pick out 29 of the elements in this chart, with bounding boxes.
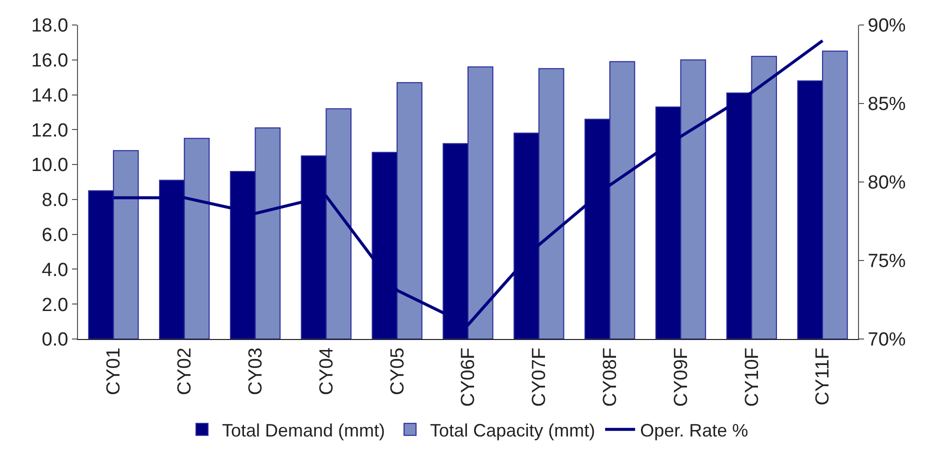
x-tick-label: CY05	[387, 348, 408, 396]
y-tick-label: 18.0	[31, 16, 68, 37]
x-tick-label: CY10F	[742, 348, 763, 407]
x-tick-label: CY07F	[529, 348, 550, 407]
y2-tick-label: 85%	[868, 94, 906, 116]
y2-tick-label: 90%	[868, 16, 906, 37]
y-tick-label: 12.0	[31, 120, 68, 142]
x-tick-label: CY09F	[670, 348, 692, 407]
x-tick-label: CY01	[104, 348, 125, 396]
y-tick-label: 16.0	[31, 50, 68, 72]
x-tick-label: CY02	[174, 348, 196, 396]
y2-tick-label: 80%	[868, 172, 906, 194]
y-tick-label: 10.0	[31, 155, 68, 176]
y-tick-label: 14.0	[31, 85, 68, 106]
y2-tick-label: 75%	[868, 251, 906, 272]
x-tick-label: CY08F	[600, 348, 621, 407]
y-tick-label: 0.0	[42, 330, 68, 351]
legend-label: Total Capacity (mmt)	[430, 420, 596, 440]
legend-label: Total Demand (mmt)	[222, 420, 386, 440]
y2-tick-label: 70%	[868, 330, 906, 351]
legend-label: Oper. Rate %	[640, 420, 748, 440]
y-tick-label: 2.0	[42, 294, 68, 316]
x-tick-label: CY11F	[812, 348, 834, 406]
x-tick-label: CY03	[245, 348, 266, 396]
y-tick-label: 4.0	[42, 260, 68, 281]
y-tick-label: 6.0	[42, 224, 68, 246]
x-tick-label: CY04	[316, 347, 338, 396]
y-tick-label: 8.0	[42, 190, 68, 212]
x-tick-label: CY06F	[458, 348, 480, 407]
